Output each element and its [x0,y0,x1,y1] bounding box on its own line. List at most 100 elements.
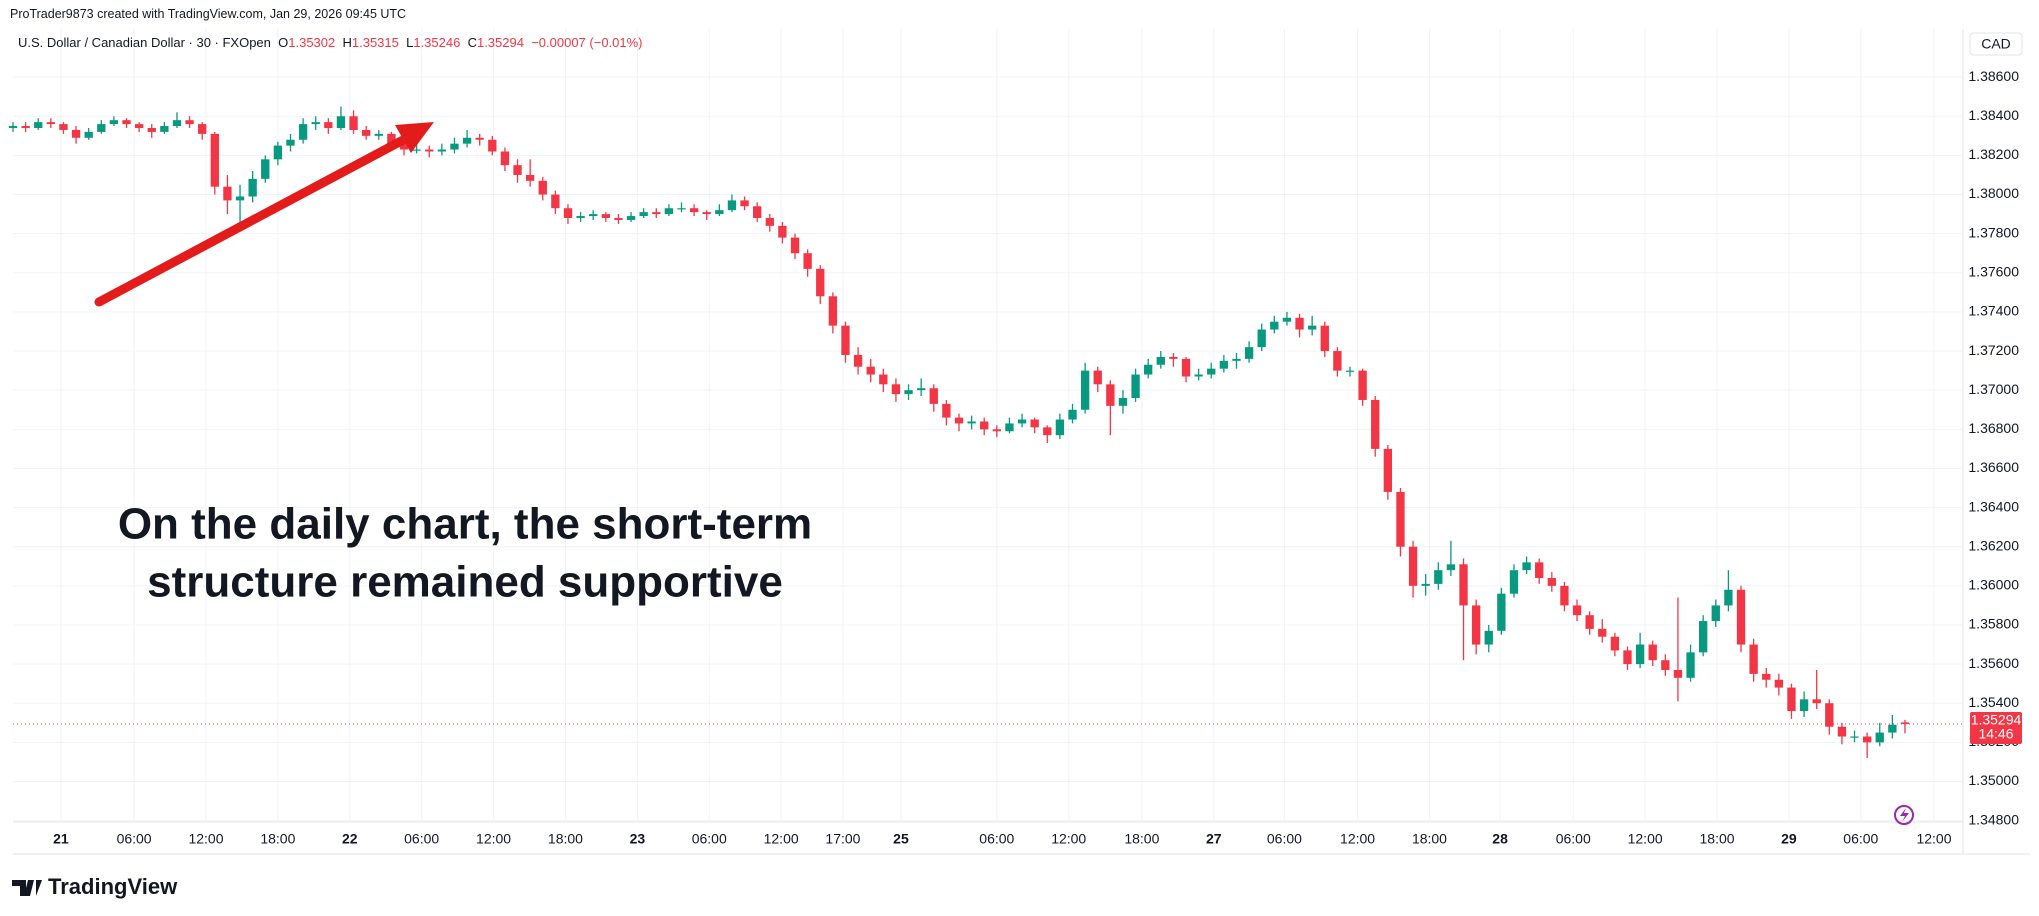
candle-body [1572,605,1582,616]
y-tick-label: 1.37600 [1968,263,2019,279]
candle-body [84,131,93,138]
candle-body [538,180,547,195]
candle-body [1093,370,1102,385]
candle-body [399,143,409,150]
y-tick-label: 1.37800 [1968,224,2019,240]
ohlc-value: 1.35302 [288,35,336,50]
logo: TradingView [48,874,178,899]
candle-body [21,126,30,129]
candle-body [1774,679,1784,688]
candle-body [626,216,636,220]
x-tick-label: 06:00 [1556,831,1591,847]
y-tick-label: 1.37400 [1968,303,2019,319]
candle-body [1131,374,1140,399]
candle-body [1888,724,1897,733]
candle-body [1560,585,1569,606]
candle-body [34,122,43,129]
y-tick-label: 1.36200 [1968,537,2019,553]
candle-body [324,122,333,129]
candle-body [1030,419,1039,428]
x-tick-label: 18:00 [1124,831,1159,847]
candle-body [298,124,308,140]
candle-body [1812,699,1821,704]
candle-body [904,390,913,395]
candle-body [1421,583,1430,586]
candle-body [475,137,484,140]
plot [8,29,1963,822]
candle-body [59,124,68,130]
candle-body [1610,636,1620,651]
candle-body [589,214,598,217]
y-tick-label: 1.36800 [1968,420,2019,436]
candle-body [1270,321,1279,330]
candle-body [500,151,510,166]
x-tick-label: 06:00 [979,831,1014,847]
candle-body [147,128,156,132]
candle-body [891,384,901,395]
candle-body [235,196,245,201]
candle-body [1383,448,1393,492]
candle-body [1232,358,1241,361]
ohlc-value: 1.35315 [351,35,399,50]
annotation: structure remained supportive [147,558,783,607]
candle-body [134,124,144,129]
candle-body [828,296,838,326]
x-tick-label: 12:00 [188,831,223,847]
candle-body [866,366,875,375]
currency: CAD [1981,36,2011,52]
candle-body [97,124,106,132]
ohlc-value: 1.35294 [476,35,524,50]
candle-body [1055,419,1065,436]
y-tick-label: 1.38200 [1968,146,2019,162]
candle-body [172,120,182,127]
arrow-head [395,122,434,153]
candle-body [614,218,623,220]
candle-body [1484,630,1493,645]
x-tick-label: 18:00 [260,831,295,847]
candle-body [1875,732,1884,743]
candle-body [753,206,762,219]
candle-body [1333,351,1342,371]
candle-body [1181,358,1191,377]
candle-body [1711,605,1720,622]
ohlc-label: L [406,35,414,50]
candle-body [525,174,535,181]
candle-body [425,149,434,152]
alert-icon[interactable] [1894,805,1914,825]
candle-body [929,388,938,404]
candle-body [765,218,774,226]
x-tick-label: 12:00 [1628,831,1663,847]
candle-body [1837,726,1847,737]
candle-body [1118,398,1128,406]
x-tick-label: 18:00 [548,831,583,847]
x-tick-label: 22 [342,831,358,847]
candle-body [8,126,18,129]
candle-body [1446,564,1456,571]
candle-body [677,208,686,210]
candle-body [841,325,850,355]
candle-body [248,178,257,197]
x-tick-label: 27 [1206,831,1222,847]
y-tick-label: 1.37000 [1968,381,2019,397]
candle-body [1219,360,1229,369]
candle-body [967,421,976,424]
candle-body [1320,325,1329,352]
candle-body [563,208,573,219]
y-tick-label: 1.38000 [1968,185,2019,201]
candle-body [1585,615,1594,629]
y-tick-label: 1.35400 [1968,694,2019,710]
candle-body [1005,423,1014,432]
candle-body [1862,736,1872,743]
candle-body [1635,644,1645,665]
x-tick-label: 18:00 [1700,831,1735,847]
currency-box[interactable] [1969,32,2023,56]
candle-body [1080,370,1090,410]
candle-body [1434,570,1443,584]
alert-bolt [1900,808,1909,822]
candle-body [1787,687,1796,712]
symbol: U.S. Dollar / Canadian Dollar · 30 · FXO… [18,35,271,50]
candle-body [1295,317,1304,330]
candle-body [387,133,396,144]
candle-body [273,145,283,160]
candle-body [1371,399,1380,449]
